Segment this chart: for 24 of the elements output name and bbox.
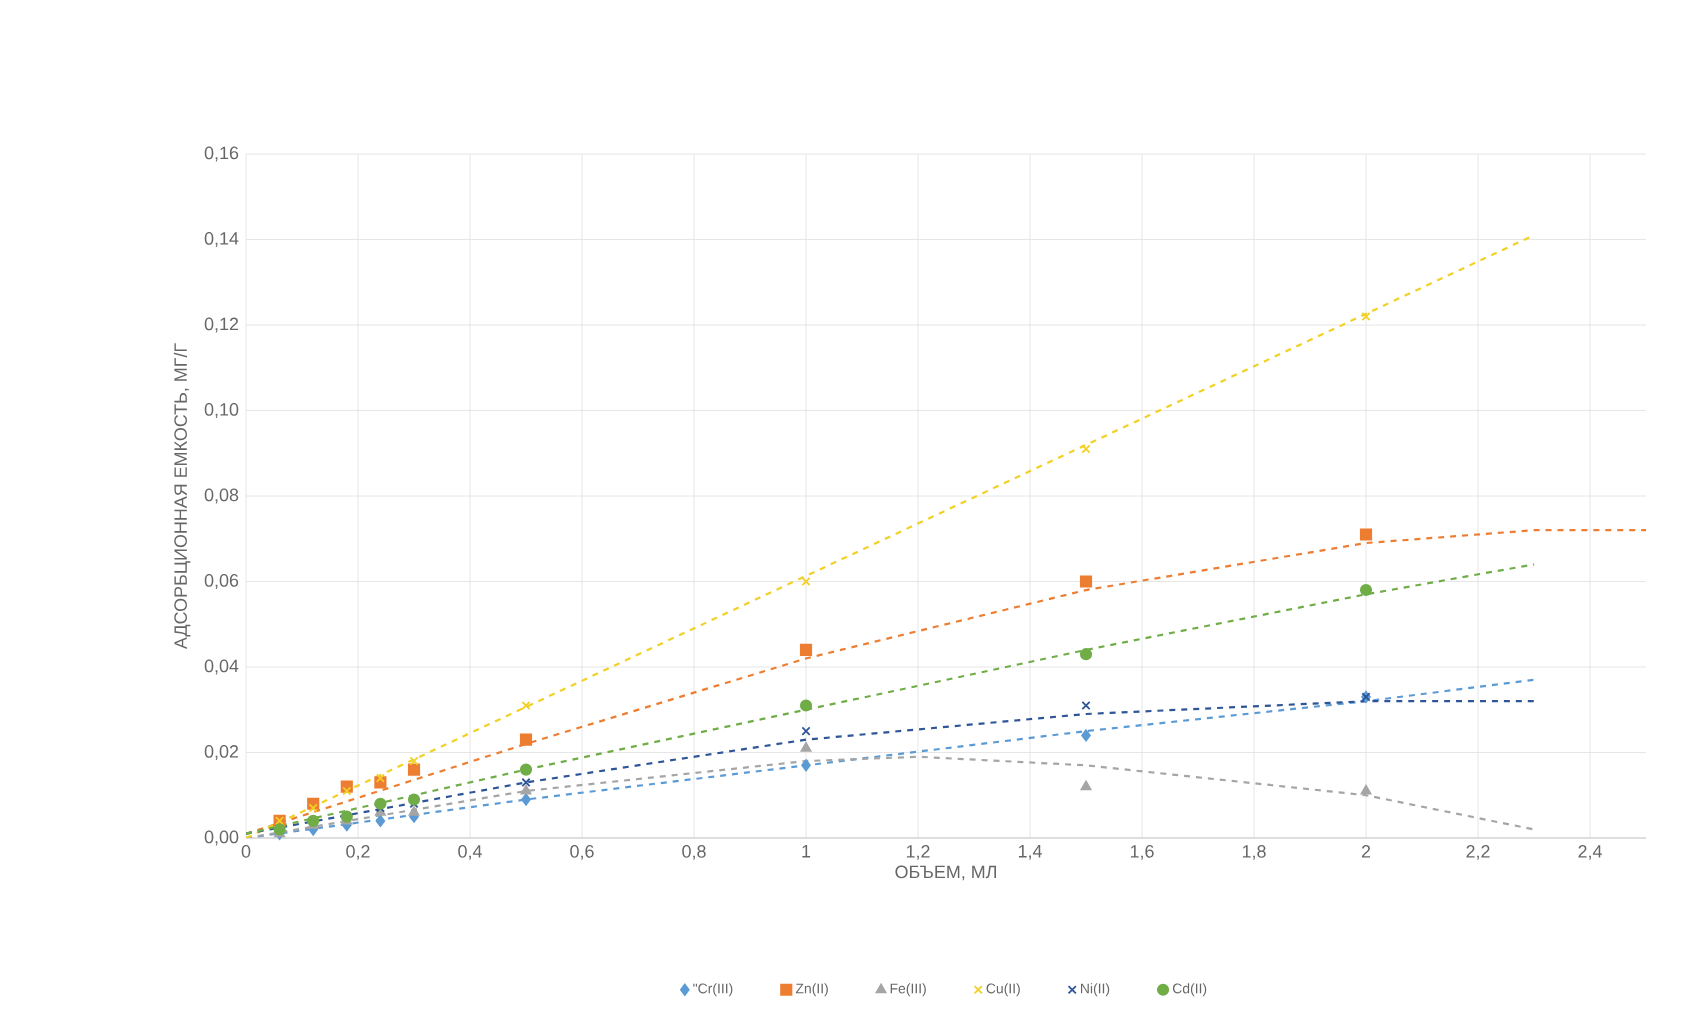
x-tick-label: 2,4: [1578, 845, 1602, 860]
y-tick-label: 0,12: [204, 317, 239, 333]
y-tick-label: 0,14: [204, 232, 239, 247]
y-axis-title: АДСОРБЦИОННАЯ ЕМКОСТЬ, МГ/Г: [173, 343, 191, 650]
x-tick-label: 0,4: [458, 845, 482, 860]
y-tick-label: 0,08: [204, 488, 239, 504]
x-tick-label: 0,6: [570, 845, 594, 860]
y-tick-label: 0,04: [204, 659, 239, 675]
x-tick-label: 2: [1361, 845, 1371, 858]
y-tick-label: 0,00: [204, 830, 239, 846]
x-tick-label: 2,2: [1466, 845, 1490, 860]
y-tick-label: 0,16: [204, 146, 239, 162]
y-tick-label: 0,02: [204, 745, 239, 760]
x-tick-label: 1,8: [1242, 845, 1266, 860]
y-tick-label: 0,06: [204, 574, 239, 589]
x-axis-title: ОБЪЕМ, МЛ: [895, 865, 996, 881]
x-tick-label: 0,8: [682, 845, 706, 860]
x-tick-label: 1: [802, 845, 811, 858]
x-tick-label: 0,2: [346, 845, 370, 860]
x-tick-label: 1,6: [1130, 845, 1154, 860]
x-tick-label: 1,2: [906, 845, 930, 860]
x-tick-label: 0: [241, 845, 251, 858]
y-tick-label: 0,10: [204, 403, 239, 418]
x-tick-label: 1,4: [1018, 845, 1042, 860]
